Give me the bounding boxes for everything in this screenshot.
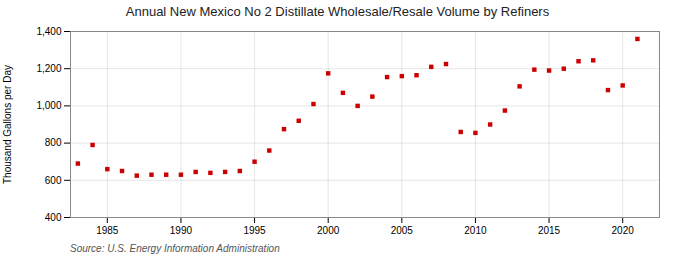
svg-text:2015: 2015 xyxy=(538,225,561,236)
svg-text:800: 800 xyxy=(45,137,62,148)
svg-text:1,200: 1,200 xyxy=(36,63,61,74)
svg-text:2010: 2010 xyxy=(464,225,487,236)
svg-text:1,400: 1,400 xyxy=(36,26,61,37)
svg-text:1990: 1990 xyxy=(170,225,193,236)
svg-text:1,000: 1,000 xyxy=(36,100,61,111)
html-text:Source: U.S. Energy Informatio: Source: U.S. Energy Information Administ… xyxy=(70,243,280,254)
svg-text:2005: 2005 xyxy=(391,225,414,236)
svg-text:Thousand Gallons per Day: Thousand Gallons per Day xyxy=(2,65,13,184)
svg-text:400: 400 xyxy=(45,212,62,223)
svg-text:1995: 1995 xyxy=(243,225,266,236)
svg-text:2000: 2000 xyxy=(317,225,340,236)
svg-text:600: 600 xyxy=(45,175,62,186)
svg-text:2020: 2020 xyxy=(612,225,635,236)
html-text:Annual New Mexico No 2 Distill: Annual New Mexico No 2 Distillate Wholes… xyxy=(125,4,550,19)
svg-text:1985: 1985 xyxy=(96,225,119,236)
